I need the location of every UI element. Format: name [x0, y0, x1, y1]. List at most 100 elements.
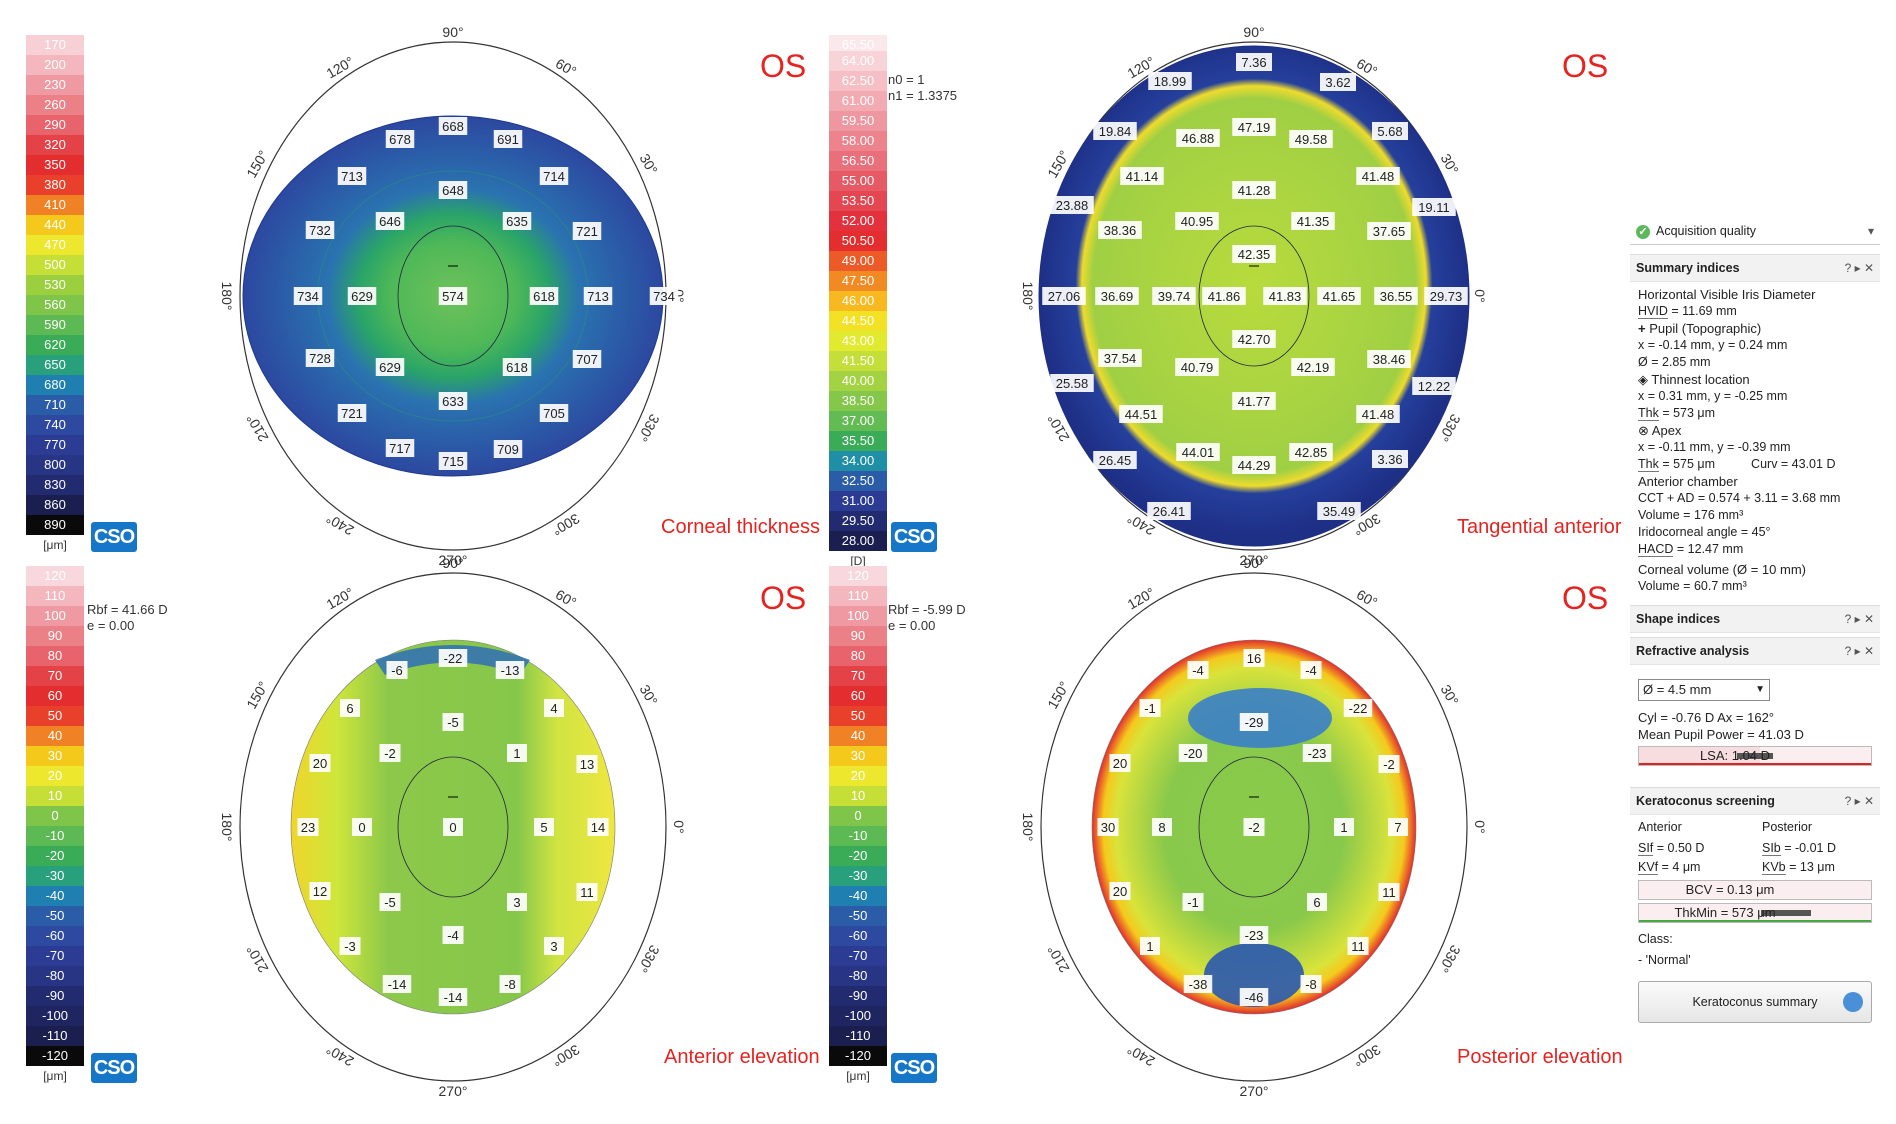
map-value: -5 — [384, 895, 396, 910]
scale-cell: 710 — [26, 395, 84, 415]
map-value: 633 — [442, 394, 464, 409]
map-value: 40.95 — [1181, 214, 1214, 229]
map-value-box: -38 — [1183, 975, 1213, 993]
refractive-analysis-header[interactable]: Refractive analysis ? ▸ ✕ — [1630, 637, 1880, 665]
diameter-select[interactable]: Ø = 4.5 mm ▼ — [1638, 679, 1770, 701]
map-value-box: -5 — [379, 893, 401, 911]
map-value: -38 — [1189, 977, 1208, 992]
scale-cell: 860 — [26, 495, 84, 515]
panel-controls[interactable]: ? ▸ ✕ — [1844, 612, 1874, 626]
map-value: 721 — [576, 224, 598, 239]
scale-cell: 120 — [829, 566, 887, 586]
scale-cell: 110 — [829, 586, 887, 606]
map-value: 26.45 — [1099, 453, 1132, 468]
map-value: 41.83 — [1269, 289, 1302, 304]
shape-indices-header[interactable]: Shape indices ? ▸ ✕ — [1630, 605, 1880, 633]
scale-unit: [μm] — [43, 1069, 67, 1083]
scale-cell: 410 — [26, 195, 84, 215]
map-value: 18.99 — [1154, 74, 1187, 89]
scale-cell: 30 — [829, 746, 887, 766]
map-value-box: 12.22 — [1412, 377, 1456, 395]
map-value: 7 — [1394, 820, 1401, 835]
panel-controls[interactable]: ? ▸ ✕ — [1844, 261, 1874, 275]
scale-cell: 320 — [26, 135, 84, 155]
scale-cell: -40 — [829, 886, 887, 906]
map-value-box: -2 — [1378, 755, 1400, 773]
map-value-box: 38.46 — [1367, 350, 1411, 368]
map-value: 26.41 — [1153, 504, 1186, 519]
angle-label-330: 330° — [635, 942, 663, 975]
acquisition-quality-label: Acquisition quality — [1656, 224, 1757, 238]
chevron-down-icon[interactable]: ▾ — [1867, 224, 1874, 238]
anterior-elevation-scale: 120 110 100 90 80 70 60 50 40 30 20 10 0 -10 -20 -30 -40… — [26, 566, 84, 1086]
refractive-analysis-body: Ø = 4.5 mm ▼ Cyl = -0.76 D Ax = 162° Mean… — [1630, 665, 1880, 773]
map-value-box: -22 — [438, 649, 468, 667]
scale-cell: -60 — [26, 926, 84, 946]
map-value: -4 — [447, 928, 459, 943]
map-value: -2 — [1383, 757, 1395, 772]
map-value-box: 41.83 — [1263, 287, 1307, 305]
plus-icon: + — [1638, 321, 1650, 336]
map-value-box: 0 — [352, 818, 372, 836]
summary-indices-header[interactable]: Summary indices ? ▸ ✕ — [1630, 254, 1880, 282]
apex-icon: ⊗ — [1638, 423, 1652, 438]
posterior-elevation-params: Rbf = -5.99 D e = 0.00 — [888, 602, 966, 633]
map-value-box: 12 — [309, 882, 331, 900]
angle-label-150: 150° — [1044, 678, 1072, 711]
map-value: 19.11 — [1418, 200, 1450, 215]
angle-label-330: 330° — [1436, 942, 1464, 975]
map-value: 1 — [1146, 939, 1153, 954]
scale-cell: 35.50 — [829, 431, 887, 451]
map-value: -6 — [391, 663, 403, 678]
map-value-box: 42.85 — [1289, 443, 1333, 461]
scale-cell: 50 — [829, 706, 887, 726]
angle-label-60: 60° — [1354, 586, 1380, 610]
angle-label-150: 150° — [243, 678, 271, 711]
map-value: 717 — [389, 441, 411, 456]
map-value-box: 42.35 — [1232, 245, 1276, 263]
map-value: -8 — [504, 977, 516, 992]
map-value: -14 — [388, 977, 407, 992]
map-value: -20 — [1184, 746, 1203, 761]
angle-label-60: 60° — [553, 586, 579, 610]
scale-cell: 59.50 — [829, 111, 887, 131]
map-value: 3 — [550, 939, 557, 954]
scale-cell: 64.00 — [829, 51, 887, 71]
map-value: 5 — [540, 820, 547, 835]
kerato-columns: Anterior Posterior — [1638, 820, 1813, 834]
scale-cell: 56.50 — [829, 151, 887, 171]
map-value: 44.01 — [1182, 445, 1215, 460]
panel-controls[interactable]: ? ▸ ✕ — [1844, 644, 1874, 658]
map-value-box: -5 — [442, 713, 464, 731]
thickness-scale: 170 200 230 260 290 320 350 380 410 440 470 500 530 5… — [26, 35, 84, 555]
scale-unit: [D] — [850, 554, 866, 568]
keratoconus-summary-button[interactable]: Keratoconus summary — [1638, 981, 1872, 1023]
map-value: 44.29 — [1238, 458, 1271, 473]
acquisition-quality-header[interactable]: ✓ Acquisition quality ▾ — [1630, 218, 1880, 245]
map-value-box: 41.14 — [1120, 167, 1164, 185]
map-value: 37.54 — [1104, 351, 1137, 366]
refractive-analysis-title: Refractive analysis — [1636, 644, 1750, 658]
map-value-box: 41.77 — [1232, 392, 1276, 410]
map-value-box: -1 — [1182, 893, 1204, 911]
map-value-box: 40.79 — [1175, 358, 1219, 376]
panel-controls[interactable]: ? ▸ ✕ — [1844, 794, 1874, 808]
angle-label-90: 90° — [1243, 555, 1264, 571]
map-value-box: 23 — [297, 818, 319, 836]
map-value-box: -2 — [1243, 818, 1265, 836]
angle-label-300: 300° — [1350, 510, 1383, 538]
scale-cell: 740 — [26, 415, 84, 435]
keratoconus-screening-header[interactable]: Keratoconus screening ? ▸ ✕ — [1630, 787, 1880, 815]
scale-cell: 70 — [829, 666, 887, 686]
map-value-box: 41.48 — [1356, 167, 1400, 185]
scale-cell: 800 — [26, 455, 84, 475]
map-value-box: 713 — [583, 287, 613, 305]
scale-cell: 890 — [26, 515, 84, 535]
scale-cell: 200 — [26, 55, 84, 75]
map-value-box: 29.73 — [1424, 287, 1468, 305]
angle-label-270: 270° — [1240, 1083, 1269, 1099]
scale-cell: 53.50 — [829, 191, 887, 211]
map-value: 44.51 — [1125, 407, 1158, 422]
map-value: -46 — [1245, 990, 1264, 1005]
scale-cell: 28.00 — [829, 531, 887, 551]
